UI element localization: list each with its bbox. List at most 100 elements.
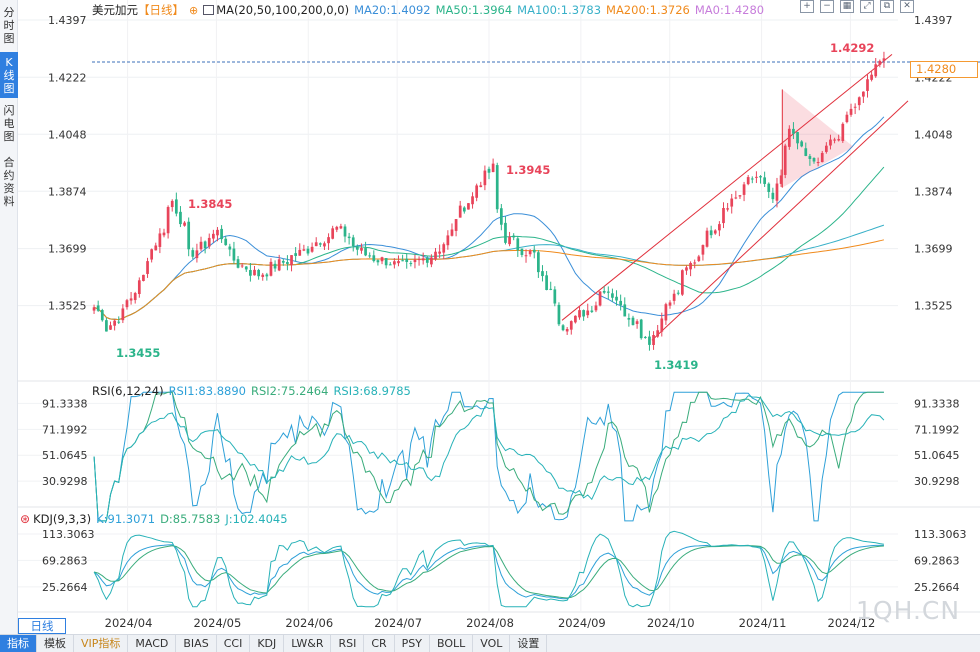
rsi-axis-label-left: 91.3338 xyxy=(42,397,88,410)
main-legend: 美元加元【日线】 ⊕ MA(20,50,100,200,0,0) MA20:1.409… xyxy=(92,3,769,18)
candle xyxy=(528,250,532,255)
tab-settings[interactable]: 设置 xyxy=(510,635,548,652)
candle xyxy=(495,165,499,210)
rsi-axis-label-right: 51.0645 xyxy=(914,449,960,462)
tab-templates[interactable]: 模板 xyxy=(37,635,74,652)
ma-config-icon[interactable] xyxy=(203,5,215,15)
tab-indicators[interactable]: 指标 xyxy=(0,635,37,652)
candle xyxy=(475,185,479,198)
candle xyxy=(117,321,121,323)
candle xyxy=(516,238,520,251)
candle xyxy=(125,300,129,308)
tab-vip-indicators[interactable]: VIP指标 xyxy=(74,635,129,652)
candle xyxy=(701,245,705,255)
candle xyxy=(841,123,845,141)
tab-cr[interactable]: CR xyxy=(364,635,395,652)
candle xyxy=(113,320,116,326)
candle xyxy=(146,261,149,274)
ma50-value: MA50:1.3964 xyxy=(435,3,513,17)
candle xyxy=(409,263,413,265)
candle xyxy=(314,242,318,247)
tab-kdj[interactable]: KDJ xyxy=(250,635,285,652)
candle xyxy=(471,196,474,205)
expand-icon[interactable]: ⤢ xyxy=(860,0,874,13)
tab-vol[interactable]: VOL xyxy=(473,635,511,652)
settings-icon[interactable]: ⊕ xyxy=(189,4,199,17)
close-icon[interactable]: ✕ xyxy=(900,0,914,13)
candle xyxy=(191,250,195,257)
candle xyxy=(767,183,771,192)
candle xyxy=(105,320,108,332)
symbol-name: 美元加元 xyxy=(92,3,138,17)
tab-psy[interactable]: PSY xyxy=(395,635,431,652)
candle xyxy=(323,243,326,247)
tab-macd[interactable]: MACD xyxy=(128,635,177,652)
tab-boll[interactable]: BOLL xyxy=(430,635,474,652)
candle xyxy=(335,226,339,230)
candle xyxy=(512,235,516,238)
rsi12-line xyxy=(93,391,884,522)
candle xyxy=(882,58,886,61)
candle xyxy=(553,289,557,304)
tab-flash[interactable]: 闪电图 xyxy=(3,104,15,143)
candle xyxy=(742,184,746,195)
candle xyxy=(656,330,660,337)
ma20-value: MA20:1.4092 xyxy=(354,3,431,17)
tab-lwr[interactable]: LW&R xyxy=(284,635,332,652)
price-axis-label-right: 1.3699 xyxy=(914,243,953,256)
candle xyxy=(582,310,585,317)
price-axis-label-left: 1.3874 xyxy=(48,185,87,198)
candle xyxy=(643,336,647,338)
candle xyxy=(775,183,779,201)
rsi-axis-label-right: 71.1992 xyxy=(914,423,960,436)
zoom-in-icon[interactable]: + xyxy=(800,0,814,13)
price-axis-label-left: 1.4048 xyxy=(48,128,87,141)
tab-cci[interactable]: CCI xyxy=(217,635,251,652)
period-selector[interactable]: 日线 xyxy=(18,618,66,634)
candle xyxy=(812,157,816,162)
candle xyxy=(569,321,573,330)
fit-icon[interactable]: ▦ xyxy=(840,0,854,13)
candle xyxy=(397,261,400,264)
candle xyxy=(277,259,281,271)
tab-timeshare[interactable]: 分时图 xyxy=(3,6,15,45)
chart-toolbar: + − ▦ ⤢ ⧉ ✕ xyxy=(800,0,914,14)
crosshair-icon[interactable]: ⊛ xyxy=(20,512,31,526)
candle xyxy=(693,262,697,264)
tab-contract-info[interactable]: 合约资料 xyxy=(3,156,15,208)
chart-area[interactable]: 1.43971.43971.42221.42221.40481.40481.38… xyxy=(18,0,980,634)
candle xyxy=(820,152,824,163)
rsi1-value: RSI1:83.8890 xyxy=(168,384,246,398)
candle xyxy=(298,249,302,256)
candle xyxy=(434,251,437,260)
candle xyxy=(804,148,808,156)
candle xyxy=(672,293,676,301)
candle xyxy=(561,325,565,331)
rsi24-line xyxy=(93,395,885,522)
candle xyxy=(421,258,425,261)
k-value: K:91.3071 xyxy=(96,512,156,526)
restore-icon[interactable]: ⧉ xyxy=(880,0,894,13)
candle xyxy=(286,262,289,264)
chart-canvas[interactable]: 1.43971.43971.42221.42221.40481.40481.38… xyxy=(18,0,980,634)
rsi-axis-label-right: 30.9298 xyxy=(914,475,960,488)
tab-bias[interactable]: BIAS xyxy=(176,635,217,652)
candle xyxy=(816,162,820,164)
candle xyxy=(783,145,787,175)
price-axis-label-right: 1.4397 xyxy=(914,14,953,27)
zoom-out-icon[interactable]: − xyxy=(820,0,834,13)
candle xyxy=(203,241,207,249)
candle xyxy=(849,108,853,115)
candle xyxy=(870,74,873,80)
rsi-axis-label-left: 30.9298 xyxy=(42,475,88,488)
price-axis-label-left: 1.4222 xyxy=(48,71,87,84)
august-high-label: 1.3945 xyxy=(506,163,550,177)
candle xyxy=(281,260,285,263)
channel-upper-line xyxy=(561,53,893,321)
current-price-tag: 1.4280 xyxy=(910,61,978,78)
indicator-tabs: 指标 模板 VIP指标 MACD BIAS CCI KDJ LW&R RSI C… xyxy=(0,634,980,652)
tab-rsi[interactable]: RSI xyxy=(331,635,365,652)
kdj-axis-label-right: 113.3063 xyxy=(914,528,967,541)
candle xyxy=(479,185,483,188)
